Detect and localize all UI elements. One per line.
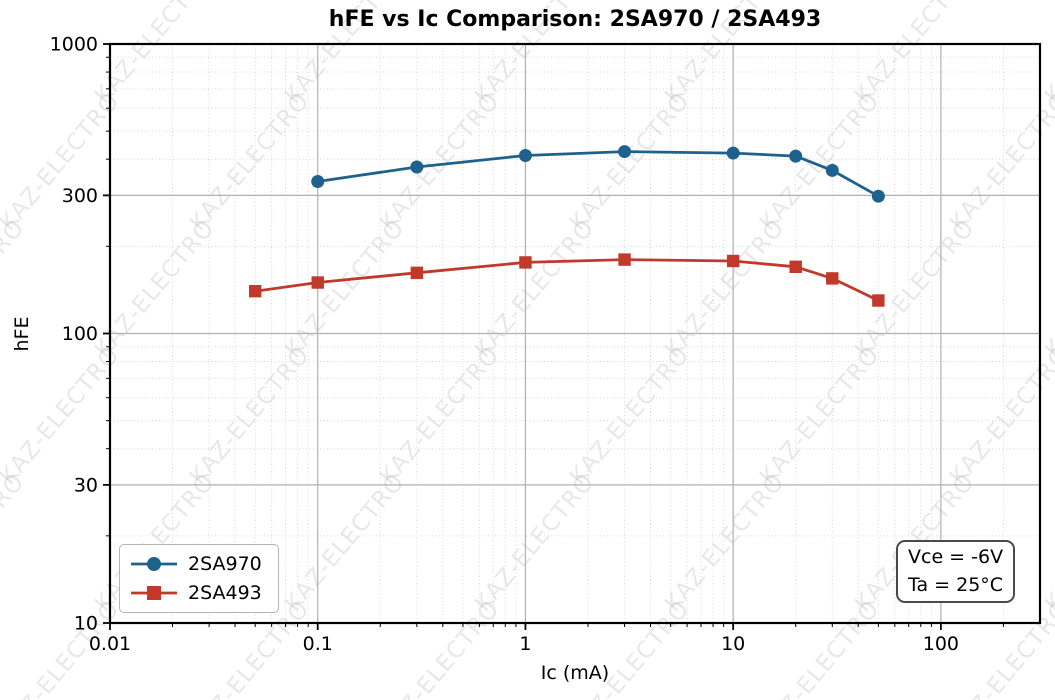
series-line-2SA493: [253, 258, 880, 302]
annotation-box: Vce = -6V Ta = 25°C: [896, 540, 1016, 604]
x-tick-label: 10: [721, 633, 745, 655]
data-point-2SA493: [789, 260, 802, 273]
x-tick-label: 0.1: [303, 633, 333, 655]
annotation-line-ta: Ta = 25°C: [908, 573, 1004, 596]
data-point-2SA970: [618, 145, 632, 159]
data-point-2SA970: [789, 149, 803, 163]
circle-marker-icon: [131, 557, 177, 571]
data-point-2SA493: [726, 254, 740, 268]
annotation-line-vce: Vce = -6V: [908, 546, 1004, 568]
data-point-2SA970: [825, 163, 839, 177]
data-point-2SA970: [311, 174, 325, 188]
y-tick-label: 30: [74, 474, 98, 496]
y-tick-label: 100: [62, 323, 98, 345]
data-point-2SA970: [871, 189, 885, 203]
x-axis-label: Ic (mA): [540, 662, 610, 684]
legend: 2SA970 2SA493: [119, 544, 279, 613]
data-point-2SA493: [519, 256, 532, 269]
y-tick-label: 300: [62, 185, 98, 207]
legend-item-2SA493: 2SA493: [130, 582, 262, 604]
legend-label: 2SA493: [188, 582, 262, 604]
series-line-2SA970: [316, 150, 880, 198]
data-point-2SA970: [410, 160, 424, 174]
x-tick-label: 0.01: [89, 633, 131, 655]
data-point-2SA493: [826, 272, 839, 285]
x-tick-label: 100: [923, 633, 959, 655]
y-tick-label: 1000: [50, 34, 98, 56]
data-point-2SA970: [518, 148, 532, 162]
legend-label: 2SA970: [188, 553, 262, 575]
data-point-2SA970: [726, 146, 740, 160]
x-tick-label: 1: [519, 633, 531, 655]
y-axis-label: hFE: [11, 316, 33, 352]
data-point-2SA493: [872, 294, 885, 307]
square-marker-icon: [131, 586, 177, 600]
y-tick-label: 10: [74, 613, 98, 635]
chart-title: hFE vs Ic Comparison: 2SA970 / 2SA493: [328, 7, 822, 32]
legend-item-2SA970: 2SA970: [130, 553, 262, 575]
data-point-2SA493: [248, 284, 262, 298]
data-point-2SA493: [410, 266, 424, 280]
data-point-2SA493: [618, 253, 631, 266]
data-point-2SA493: [311, 276, 324, 289]
